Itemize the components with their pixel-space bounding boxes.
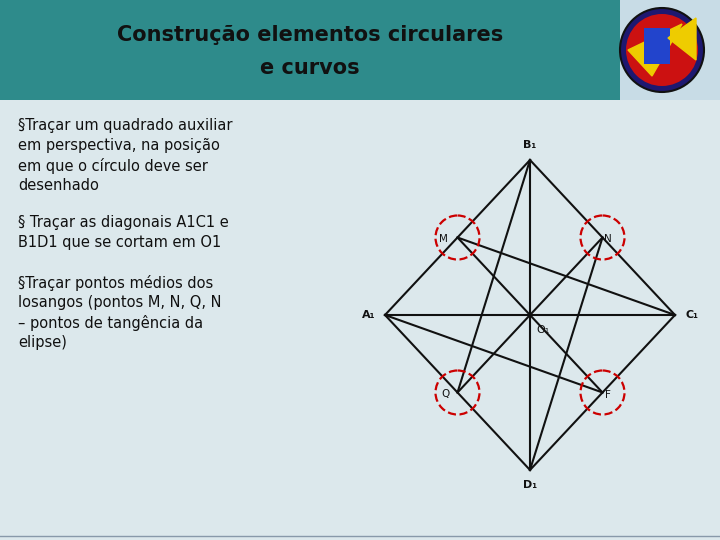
Text: N: N	[603, 234, 611, 245]
Text: D₁: D₁	[523, 480, 537, 490]
Bar	[644, 28, 670, 64]
Bar	[620, 0, 720, 100]
Circle shape	[620, 8, 704, 92]
Text: Construção elementos circulares: Construção elementos circulares	[117, 25, 503, 45]
Text: A₁: A₁	[361, 310, 375, 320]
Text: O₁: O₁	[536, 325, 549, 335]
Text: §Traçar um quadrado auxiliar: §Traçar um quadrado auxiliar	[18, 118, 233, 133]
Text: Q: Q	[441, 389, 449, 400]
Text: – pontos de tangência da: – pontos de tangência da	[18, 315, 203, 331]
Bar	[0, 0, 720, 100]
Text: e curvos: e curvos	[260, 58, 360, 78]
Polygon shape	[668, 18, 696, 60]
Text: em perspectiva, na posição: em perspectiva, na posição	[18, 138, 220, 153]
Polygon shape	[628, 24, 682, 76]
Text: C₁: C₁	[685, 310, 698, 320]
Text: B1D1 que se cortam em O1: B1D1 que se cortam em O1	[18, 235, 221, 250]
Text: F: F	[605, 389, 611, 400]
Circle shape	[626, 14, 698, 86]
Text: losangos (pontos M, N, Q, N: losangos (pontos M, N, Q, N	[18, 295, 222, 310]
Text: §Traçar pontos médios dos: §Traçar pontos médios dos	[18, 275, 213, 291]
Text: elipse): elipse)	[18, 335, 67, 350]
Text: desenhado: desenhado	[18, 178, 99, 193]
Text: B₁: B₁	[523, 140, 536, 150]
Text: M: M	[439, 234, 448, 245]
Text: em que o círculo deve ser: em que o círculo deve ser	[18, 158, 208, 174]
Text: § Traçar as diagonais A1C1 e: § Traçar as diagonais A1C1 e	[18, 215, 229, 230]
Bar	[0, 100, 720, 540]
